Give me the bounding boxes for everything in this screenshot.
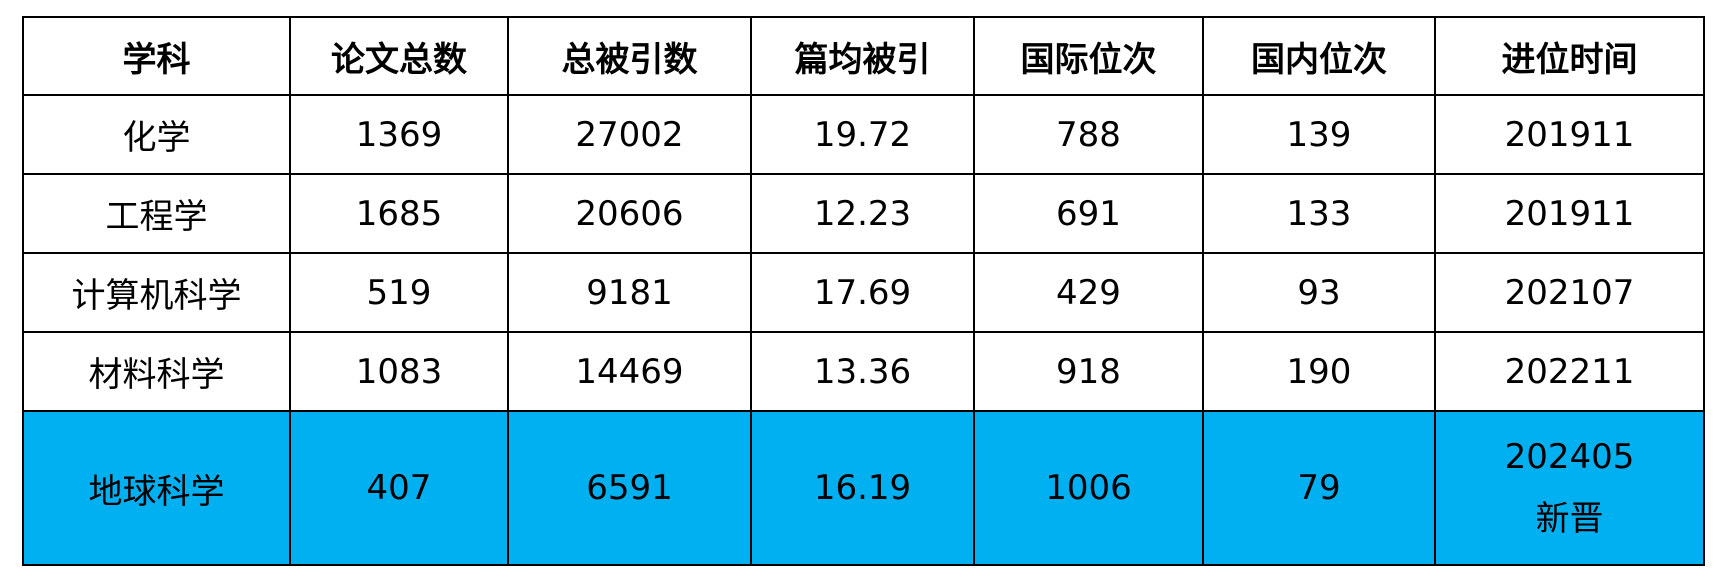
header-row: 学科 论文总数 总被引数 篇均被引 国际位次 国内位次 进位时间: [22, 16, 1705, 96]
column-header: 国际位次: [973, 16, 1204, 96]
table-cell: 化学: [22, 94, 291, 175]
table-cell: 17.69: [750, 252, 975, 333]
column-header: 总被引数: [507, 16, 752, 96]
column-header: 进位时间: [1434, 16, 1705, 96]
table-cell: 1006: [973, 410, 1204, 566]
table-cell: 201911: [1434, 94, 1705, 175]
table-cell: 20606: [507, 173, 752, 254]
table-cell: 407: [289, 410, 509, 566]
table-cell: 计算机科学: [22, 252, 291, 333]
column-header: 论文总数: [289, 16, 509, 96]
table-cell: 27002: [507, 94, 752, 175]
table-cell: 788: [973, 94, 1204, 175]
table-cell: 202405 新晋: [1434, 410, 1705, 566]
table-cell: 691: [973, 173, 1204, 254]
table-cell: 1083: [289, 331, 509, 412]
table-cell: 地球科学: [22, 410, 291, 566]
table-cell: 19.72: [750, 94, 975, 175]
advance-date: 202405: [1504, 437, 1635, 477]
column-header: 国内位次: [1202, 16, 1436, 96]
discipline-table: 学科 论文总数 总被引数 篇均被引 国际位次 国内位次 进位时间 化学 1369 27002 19…: [22, 16, 1705, 566]
highlighted-row: 地球科学 407 6591 16.19 1006 79 202405 新晋: [22, 410, 1705, 566]
table-cell: 93: [1202, 252, 1436, 333]
table-cell: 519: [289, 252, 509, 333]
table-cell: 1685: [289, 173, 509, 254]
table-cell: 9181: [507, 252, 752, 333]
column-header: 篇均被引: [750, 16, 975, 96]
table-cell: 材料科学: [22, 331, 291, 412]
table-cell: 201911: [1434, 173, 1705, 254]
table-cell: 16.19: [750, 410, 975, 566]
table-cell: 139: [1202, 94, 1436, 175]
column-header: 学科: [22, 16, 291, 96]
table-cell: 429: [973, 252, 1204, 333]
table-row: 材料科学 1083 14469 13.36 918 190 202211: [22, 331, 1705, 412]
table-cell: 202211: [1434, 331, 1705, 412]
table-row: 工程学 1685 20606 12.23 691 133 201911: [22, 173, 1705, 254]
table-cell: 79: [1202, 410, 1436, 566]
new-entry-note: 新晋: [1535, 499, 1604, 539]
table-cell: 6591: [507, 410, 752, 566]
table-row: 化学 1369 27002 19.72 788 139 201911: [22, 94, 1705, 175]
table-row: 计算机科学 519 9181 17.69 429 93 202107: [22, 252, 1705, 333]
table-cell: 918: [973, 331, 1204, 412]
table-cell: 12.23: [750, 173, 975, 254]
table-cell: 202107: [1434, 252, 1705, 333]
table-cell: 190: [1202, 331, 1436, 412]
table-cell: 工程学: [22, 173, 291, 254]
table-cell: 1369: [289, 94, 509, 175]
table-cell: 133: [1202, 173, 1436, 254]
table-cell: 13.36: [750, 331, 975, 412]
table-cell: 14469: [507, 331, 752, 412]
